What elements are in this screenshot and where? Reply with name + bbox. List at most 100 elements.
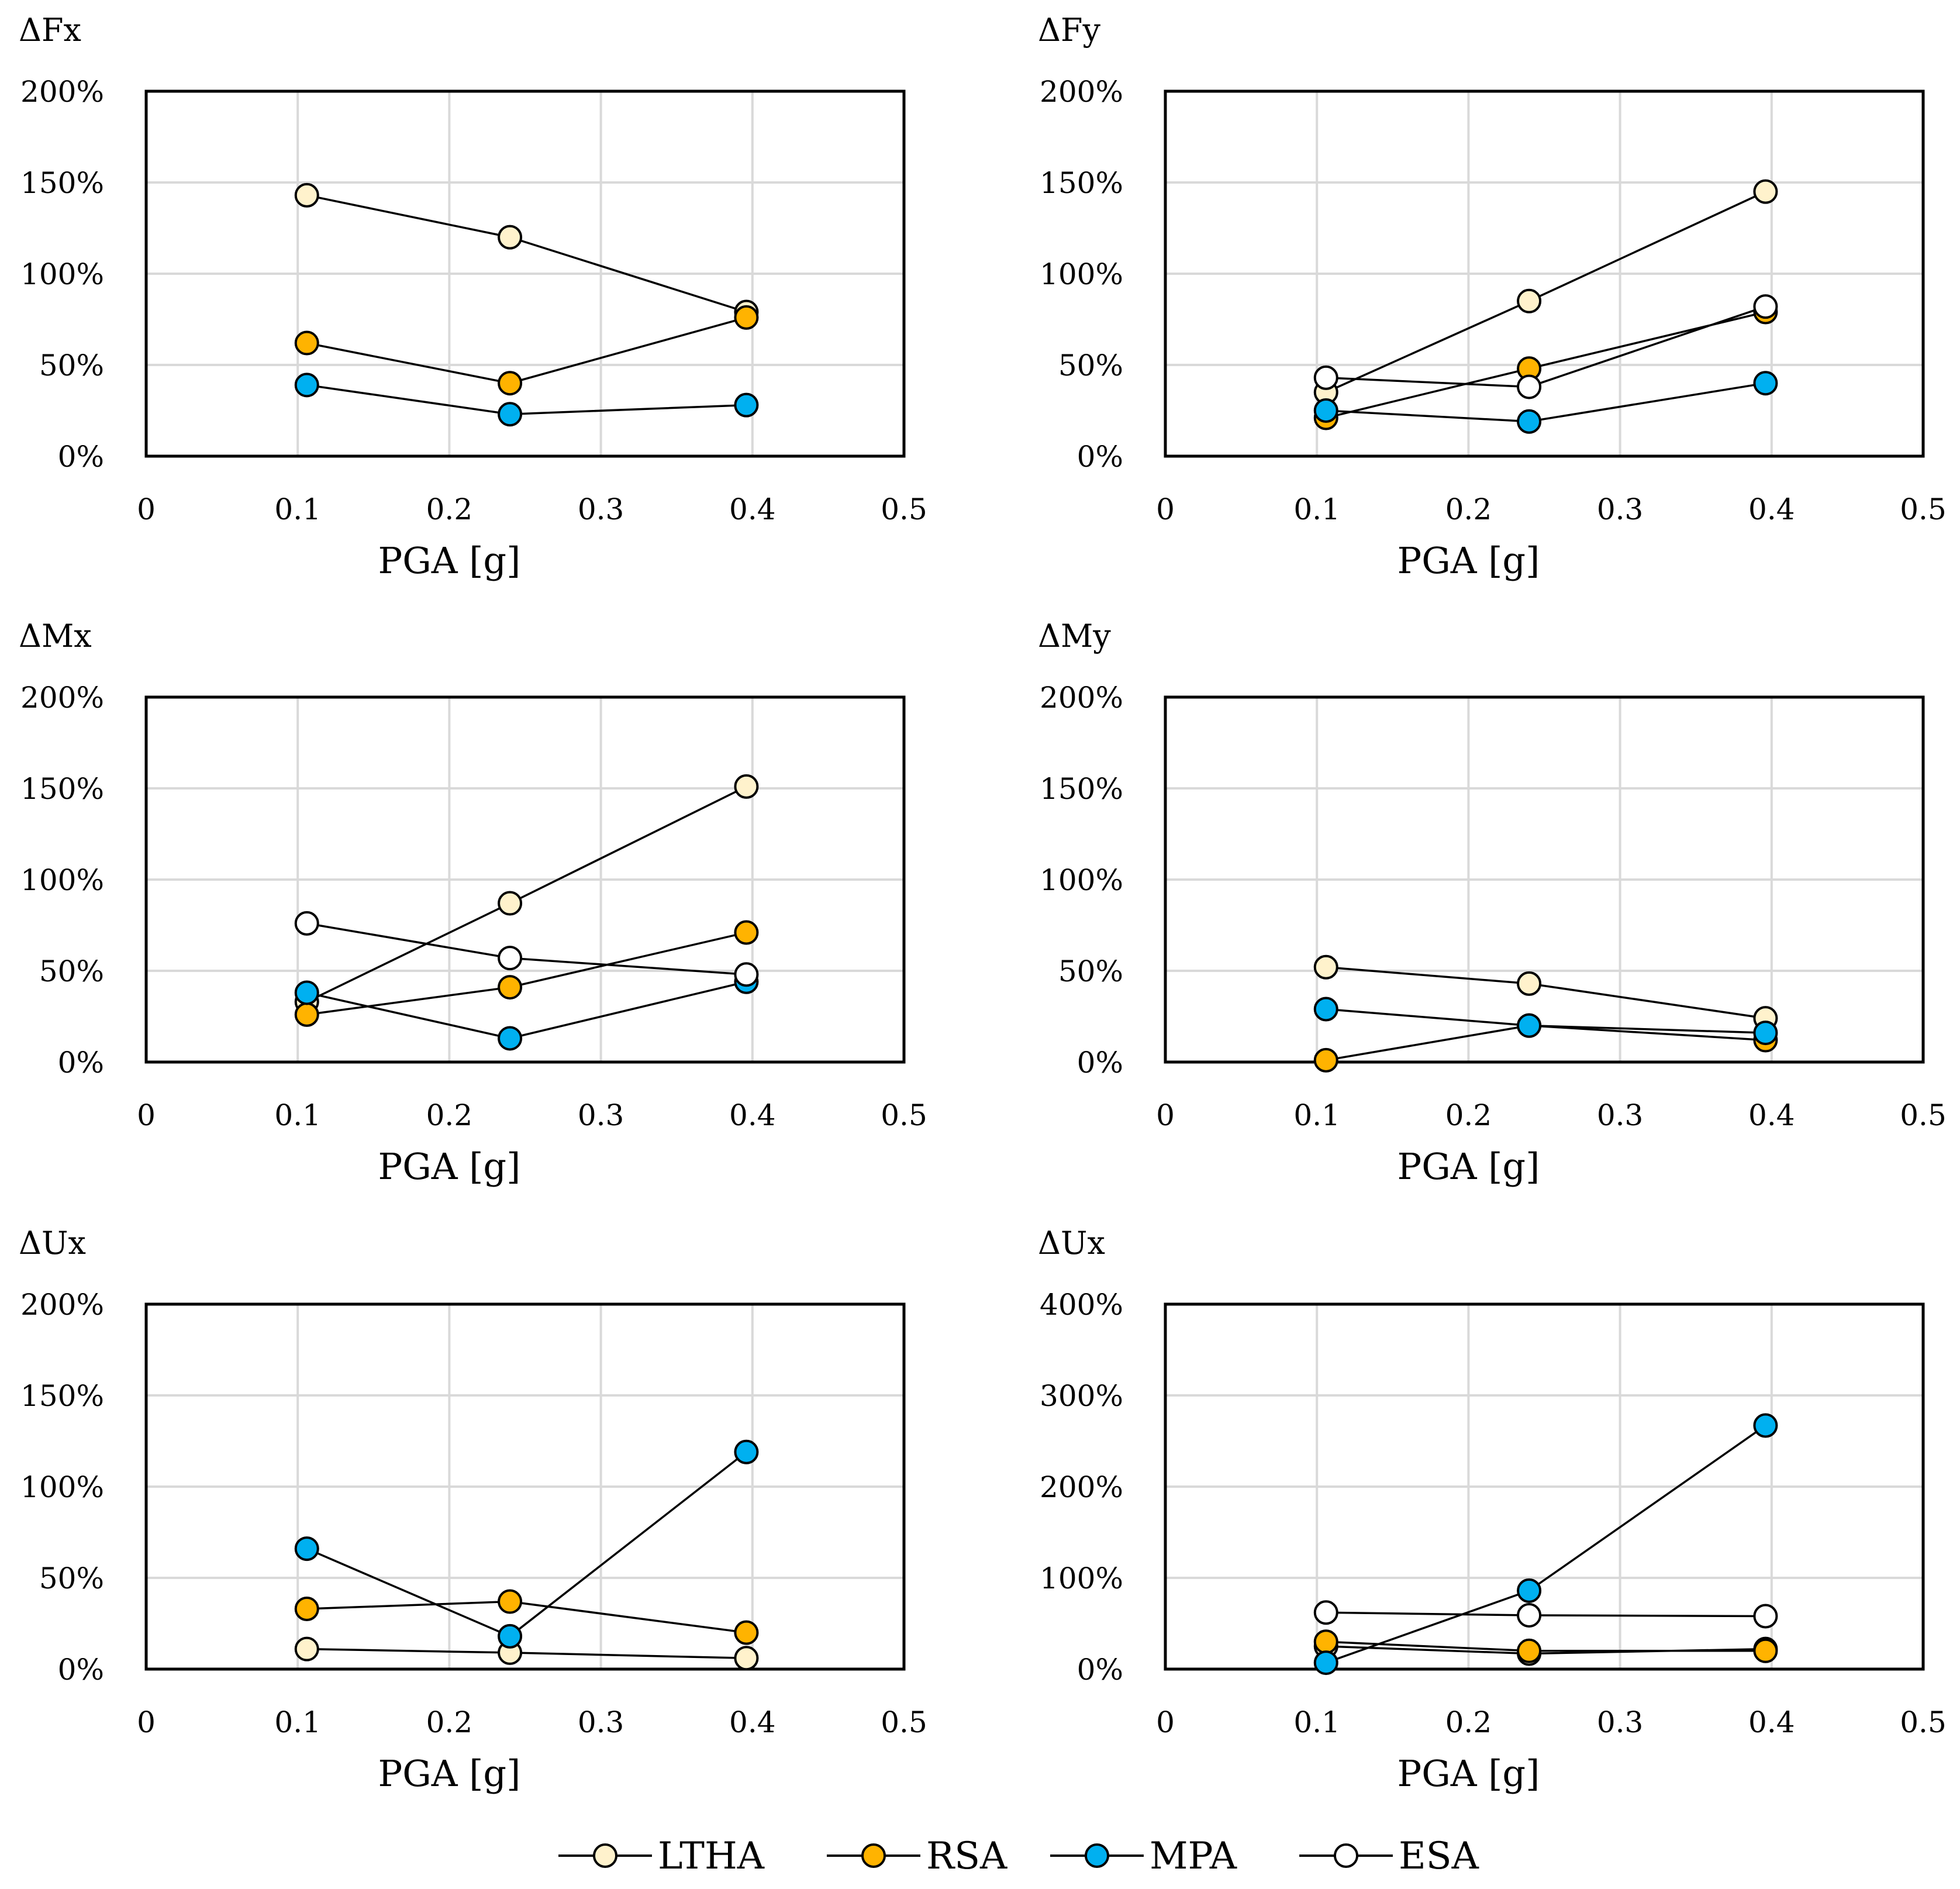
y-tick-label: 0% <box>1077 1653 1123 1687</box>
plot-frame <box>144 695 906 1064</box>
x-tick-label: 0.4 <box>1748 492 1795 526</box>
plot-frame <box>144 89 906 458</box>
data-point-mpa <box>498 1026 523 1051</box>
y-tick-label: 0% <box>1077 1046 1123 1080</box>
series-line-esa <box>1326 1611 1766 1618</box>
x-tick-label: 0 <box>137 1098 156 1132</box>
x-axis-label: PGA [g] <box>378 1145 521 1188</box>
legend-item-ltha: LTHA <box>558 1835 765 1878</box>
legend: LTHA RSA MPA ESA <box>558 1835 1479 1878</box>
data-point-esa <box>294 911 319 936</box>
legend-item-esa: ESA <box>1299 1835 1479 1878</box>
x-tick-label: 0.4 <box>729 1098 776 1132</box>
series-line-esa <box>1326 305 1766 388</box>
data-point-esa <box>734 962 759 987</box>
y-tick-label: 50% <box>1058 954 1123 988</box>
data-point-esa <box>1753 1604 1778 1629</box>
series-line-ltha <box>306 194 747 313</box>
y-tick-label: 400% <box>1040 1288 1123 1322</box>
y-tick-label: 300% <box>1040 1379 1123 1413</box>
panel-title: ΔUx <box>1038 1225 1105 1261</box>
legend-marker <box>593 1843 617 1868</box>
x-tick-label: 0.1 <box>274 1705 321 1739</box>
y-tick-label: 50% <box>39 1561 104 1595</box>
y-tick-label: 150% <box>1040 166 1123 200</box>
data-point-mpa <box>1517 409 1542 434</box>
series-line-ltha <box>1326 191 1766 394</box>
y-tick-label: 200% <box>20 1288 104 1322</box>
x-tick-label: 0.5 <box>881 1098 927 1132</box>
series-line-rsa <box>306 316 747 384</box>
plot-frame <box>1164 695 1925 1064</box>
x-tick-label: 0.3 <box>1597 1098 1644 1132</box>
data-point-esa <box>1517 374 1542 399</box>
x-tick-label: 0.2 <box>1445 492 1492 526</box>
x-tick-label: 0.3 <box>578 492 624 526</box>
legend-label: MPA <box>1150 1835 1237 1878</box>
series-line-mpa <box>1326 1008 1766 1034</box>
data-point-ltha <box>1313 954 1338 980</box>
y-tick-label: 150% <box>20 772 104 806</box>
legend-label: ESA <box>1399 1835 1479 1878</box>
data-point-mpa <box>1313 398 1338 423</box>
x-tick-label: 0.1 <box>1293 1098 1340 1132</box>
x-tick-label: 0 <box>137 492 156 526</box>
x-axis-label: PGA [g] <box>378 539 521 582</box>
legend-item-rsa: RSA <box>827 1835 1007 1878</box>
x-axis-label: PGA [g] <box>1397 539 1540 582</box>
y-tick-label: 150% <box>1040 772 1123 806</box>
data-point-mpa <box>294 373 319 398</box>
y-tick-label: 0% <box>58 1653 104 1687</box>
data-point-esa <box>1313 1600 1338 1625</box>
plot-frame <box>1164 1302 1925 1671</box>
panel-title: ΔUx <box>19 1225 86 1261</box>
data-point-mpa <box>1753 1413 1778 1438</box>
data-point-mpa <box>734 1439 759 1464</box>
data-point-rsa <box>1313 1047 1338 1073</box>
data-point-mpa <box>1753 371 1778 396</box>
x-tick-label: 0.5 <box>1900 492 1947 526</box>
series-line-rsa <box>306 1600 747 1634</box>
x-axis-label: PGA [g] <box>1397 1752 1540 1795</box>
y-tick-label: 0% <box>58 1046 104 1080</box>
data-point-rsa <box>294 1597 319 1622</box>
y-tick-label: 200% <box>20 75 104 109</box>
panel-title: ΔMy <box>1038 618 1111 654</box>
data-point-esa <box>1313 365 1338 390</box>
x-tick-label: 0.5 <box>1900 1098 1947 1132</box>
x-tick-label: 0.1 <box>274 492 321 526</box>
x-tick-label: 0.2 <box>1445 1705 1492 1739</box>
x-axis-label: PGA [g] <box>378 1752 521 1795</box>
y-tick-label: 100% <box>20 863 104 897</box>
data-point-mpa <box>1517 1013 1542 1038</box>
x-tick-label: 0 <box>1156 1705 1175 1739</box>
data-point-ltha <box>294 182 319 208</box>
y-tick-label: 50% <box>39 349 104 382</box>
y-tick-label: 0% <box>58 440 104 474</box>
chart-panel-4: 0 0.1 0.2 0.3 0.4 0.5 0% 50% 100% 150% 200% ΔMy PGA … <box>1038 618 1947 1188</box>
y-tick-label: 50% <box>39 954 104 988</box>
data-point-ltha <box>1753 179 1778 204</box>
series-line-mpa <box>1326 1425 1766 1664</box>
chart-panel-2: 0 0.1 0.2 0.3 0.4 0.5 0% 50% 100% 150% 200% ΔFy PGA … <box>1038 12 1947 582</box>
x-tick-label: 0.5 <box>881 492 927 526</box>
data-point-mpa <box>734 392 759 418</box>
legend-marker <box>1334 1843 1358 1868</box>
x-tick-label: 0.5 <box>881 1705 927 1739</box>
data-point-rsa <box>498 975 523 1000</box>
data-point-rsa <box>498 1589 523 1614</box>
panel-title: ΔFy <box>1038 12 1100 49</box>
data-point-mpa <box>498 402 523 427</box>
y-tick-label: 150% <box>20 166 104 200</box>
series-line-ltha <box>306 1647 747 1660</box>
data-point-rsa <box>498 371 523 396</box>
x-tick-label: 0.3 <box>578 1705 624 1739</box>
data-point-rsa <box>294 330 319 356</box>
series-line-mpa <box>306 1451 747 1638</box>
legend-item-mpa: MPA <box>1050 1835 1237 1878</box>
x-tick-label: 0 <box>137 1705 156 1739</box>
data-point-rsa <box>1313 1629 1338 1654</box>
data-point-ltha <box>294 1636 319 1662</box>
legend-label: RSA <box>926 1835 1007 1878</box>
